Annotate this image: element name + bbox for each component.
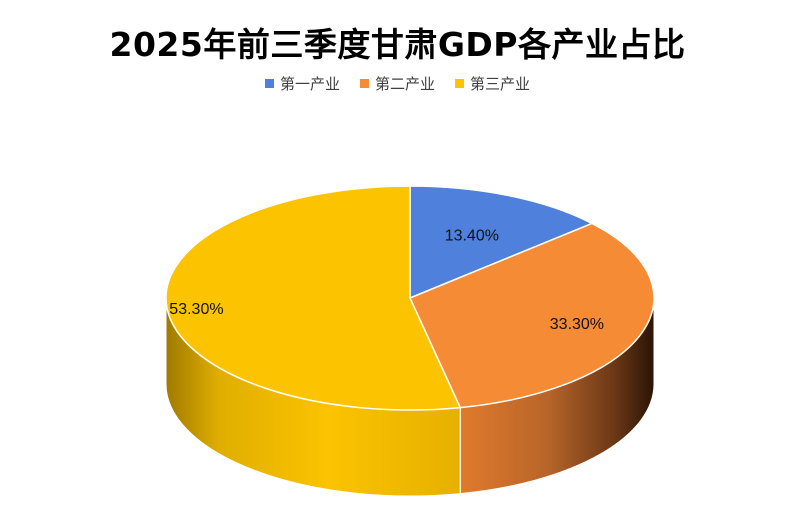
legend-swatch-secondary: [359, 79, 369, 88]
legend-item-primary: 第一产业: [264, 73, 340, 94]
legend-item-tertiary: 第三产业: [455, 73, 530, 94]
legend-label-primary: 第一产业: [279, 75, 340, 93]
slice-primary: [409, 185, 594, 300]
pie-slices: [165, 185, 655, 411]
data-label-tertiary: 53.30%: [169, 301, 223, 318]
legend-swatch-primary: [264, 79, 274, 88]
data-label-primary: 13.40%: [445, 228, 499, 245]
chart-title: 2025年前三季度甘肃GDP各产业占比: [109, 25, 686, 64]
data-label-secondary: 33.30%: [550, 316, 604, 333]
legend: 第一产业 第二产业 第三产业: [0, 73, 795, 94]
legend-label-secondary: 第二产业: [374, 75, 435, 93]
legend-item-secondary: 第二产业: [359, 73, 435, 94]
slice-tertiary: [165, 185, 462, 411]
legend-swatch-tertiary: [455, 79, 464, 88]
pie-labels: 13.40% 33.30% 53.30%: [169, 228, 604, 334]
legend-label-tertiary: 第三产业: [470, 75, 531, 93]
slice-secondary: [408, 222, 655, 409]
